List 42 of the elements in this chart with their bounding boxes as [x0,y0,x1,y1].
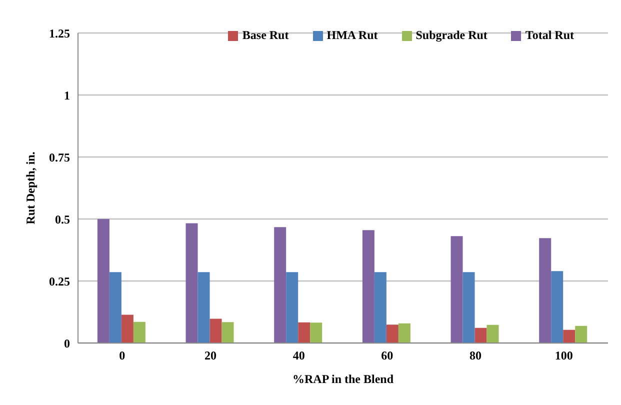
bar [210,318,222,343]
bar [398,323,410,343]
y-tick-label: 0.5 [55,212,70,226]
x-tick-label: 0 [119,348,126,363]
legend-label: Base Rut [242,28,289,42]
bar [539,238,552,343]
bar [310,322,322,343]
bar [186,223,198,343]
x-axis-title: %RAP in the Blend [292,372,394,386]
bar [386,324,398,343]
legend-label: Total Rut [525,28,574,42]
bar [563,330,576,343]
bar [474,328,487,343]
y-tick-label: 0.25 [49,274,70,288]
x-tick-label: 20 [204,348,216,363]
legend-label: HMA Rut [326,28,378,42]
bar [362,230,374,343]
y-tick-label: 0 [64,336,70,350]
bar [121,314,134,343]
bar [575,326,588,343]
bar [274,227,286,343]
bar [462,272,475,343]
bar [374,272,386,343]
bar [286,272,298,343]
y-axis-title: Rut Depth, in. [23,152,38,224]
x-tick-label: 40 [292,348,305,363]
bar [450,236,463,343]
bar [551,271,564,343]
x-tick-label: 80 [470,348,482,363]
y-tick-label: 1 [64,88,70,102]
y-tick-label: 1.25 [49,26,70,40]
bar [486,324,499,343]
bar [198,272,210,343]
bar [222,322,234,343]
x-tick-label: 100 [554,348,573,363]
x-tick-label: 60 [381,348,394,363]
y-tick-label: 0.75 [49,150,70,164]
bar [109,272,122,343]
bar [97,219,110,343]
bar [298,322,310,343]
bar [133,322,146,343]
legend-label: Subgrade Rut [416,28,488,42]
